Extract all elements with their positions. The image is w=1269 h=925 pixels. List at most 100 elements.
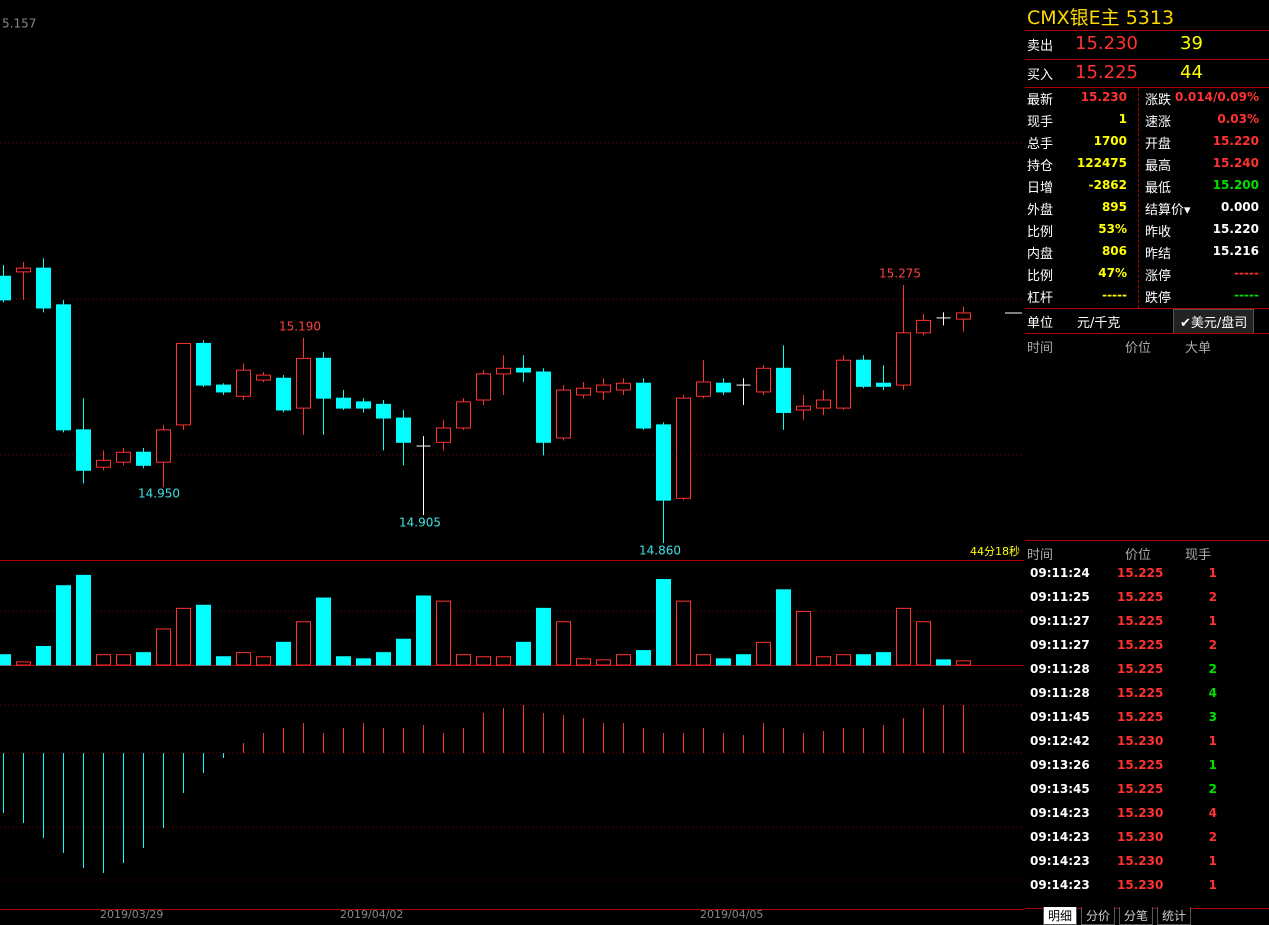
volume-bar [336,656,351,666]
separator [1025,333,1269,334]
trade-qty: 1 [1208,854,1217,868]
trade-qty: 1 [1208,758,1217,772]
candle-body [116,451,131,463]
candle-body [256,374,271,381]
trade-price: 15.230 [1117,734,1164,748]
candle-body [676,397,691,499]
trade-price: 15.225 [1117,662,1164,676]
annotation: 14.905 [399,516,441,530]
stat-label: 比例 [1027,225,1054,240]
trade-time: 09:14:23 [1030,830,1090,844]
candle-body [856,359,871,387]
volume-bar [176,607,191,666]
timer: 44分18秒 [970,544,1020,558]
trade-price: 15.230 [1117,830,1164,844]
volume-bar [16,661,31,666]
stat-label: 速涨 [1145,115,1172,130]
candle-body [616,382,631,391]
candle-body [236,369,251,397]
stat-value: 895 [1101,200,1127,214]
trade-qty: 2 [1208,782,1217,796]
stat-value: 1 [1118,112,1127,126]
trade-price: 15.225 [1117,566,1164,580]
candle-body [556,389,571,439]
tab[interactable]: 分笔 [1119,907,1154,925]
label: 买入 [1027,68,1054,83]
volume-bar [156,628,171,666]
candle-body [656,424,671,501]
unit-option[interactable]: ✔美元/盘司 [1173,309,1255,334]
trade-time: 09:12:42 [1030,734,1090,748]
stat-label: 外盘 [1027,203,1054,218]
date-label: 2019/04/05 [700,908,763,921]
price: 15.225 [1075,62,1138,83]
volume-bar [516,641,531,666]
trade-time: 09:14:23 [1030,878,1090,892]
volume-bar [756,641,771,666]
stat-label: 最新 [1027,93,1054,108]
candle-body [496,367,511,375]
tab[interactable]: 明细 [1043,907,1078,925]
column-header: 价位 [1125,341,1152,356]
stat-value: ----- [1234,266,1259,280]
candle-body [576,387,591,396]
volume-bar [476,656,491,666]
volume-bar [736,654,751,666]
column-header: 现手 [1185,548,1212,563]
candle-body [756,367,771,393]
stat-label: 最高 [1145,159,1172,174]
candle-body [596,384,611,393]
stat-value: 15.220 [1212,222,1259,236]
candle-body [876,382,891,387]
trade-price: 15.225 [1117,782,1164,796]
volume-bar [616,654,631,666]
trade-price: 15.225 [1117,686,1164,700]
annotation: 14.950 [138,487,180,501]
corner-label: 5.157 [2,17,36,31]
volume-bar [36,645,51,666]
stat-value: 806 [1101,244,1127,258]
separator [1025,308,1269,309]
trade-qty: 3 [1208,710,1217,724]
trade-time: 09:13:26 [1030,758,1090,772]
volume-bar [296,621,311,666]
volume-bar [656,579,671,666]
volume-bar [136,652,151,666]
stat-label: 昨收 [1145,225,1172,240]
candle-body [816,399,831,409]
volume-bar [776,589,791,666]
stat-label: 结算价▾ [1145,203,1191,218]
qty: 39 [1180,33,1203,54]
candle-body [156,429,171,463]
volume-bar [716,658,731,666]
tab[interactable]: 统计 [1157,907,1192,925]
title: CMX银E主 5313 [1027,7,1175,29]
volume-bar [436,600,451,666]
trade-price: 15.230 [1117,854,1164,868]
trade-price: 15.225 [1117,590,1164,604]
candle-body [776,367,791,413]
trade-price: 15.225 [1117,614,1164,628]
trade-qty: 1 [1208,614,1217,628]
volume-bar [196,604,211,666]
annotation: 14.860 [639,544,681,558]
candle-body [136,451,151,466]
candle-body [196,342,211,386]
trade-time: 09:14:23 [1030,806,1090,820]
stat-label: 总手 [1027,137,1054,152]
unit: 元/千克 [1077,316,1121,331]
stat-value: 15.216 [1212,244,1259,258]
tab[interactable]: 分价 [1081,907,1116,925]
volume-bar [556,621,571,666]
stat-value: 0.03% [1217,112,1259,126]
candle-body [396,417,411,443]
stat-label: 比例 [1027,269,1054,284]
volume-bar [276,641,291,666]
label: 卖出 [1027,39,1054,54]
volume-bar [836,654,851,666]
trade-qty: 2 [1208,638,1217,652]
stat-label: 最低 [1145,181,1172,196]
candle-body [476,373,491,401]
candle-body [516,367,531,373]
